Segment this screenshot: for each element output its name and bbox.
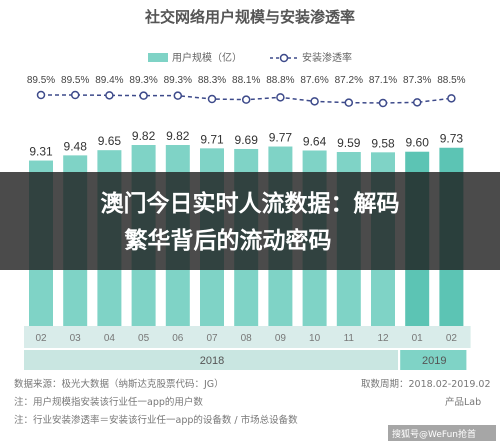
footnote-source: 数据来源：极光大数据（纳斯达克股票代码：JG） (14, 378, 224, 390)
month-tick-label: 01 (412, 333, 424, 344)
bar-value-label: 9.64 (303, 134, 327, 148)
bar-value-label: 9.65 (98, 134, 122, 148)
bar-value-label: 9.58 (371, 136, 395, 150)
rate-point (36, 90, 46, 100)
month-tick-label: 02 (35, 333, 47, 344)
month-tick-label: 06 (172, 333, 184, 344)
headline-line-2: 繁华背后的流动密码 (125, 227, 332, 254)
bar-value-label: 9.73 (440, 132, 464, 146)
x-axis: 02 03 04 05 06 07 08 09 10 11 12 01 02 2018 2019 (24, 326, 471, 370)
month-tick-label: 12 (377, 333, 389, 344)
rate-series: 89.5% 89.5% 89.4% 89.3% 89.3% 88.3% 88.1% 88.8%… (27, 75, 466, 108)
month-tick-label: 11 (344, 333, 355, 344)
rate-value-label: 87.1% (369, 75, 397, 86)
bar-value-label: 9.69 (235, 133, 259, 147)
rate-point (241, 95, 251, 104)
rate-point (447, 94, 456, 103)
rate-value-label: 87.3% (403, 75, 431, 86)
bar-value-label: 9.77 (269, 131, 293, 145)
bar-value-label: 9.71 (200, 132, 224, 146)
rate-point (105, 91, 114, 100)
headline-banner (0, 172, 500, 270)
footnote-note-2: 注：行业安装渗透率＝安装该行业任一app的设备数 / 市场总设备数 (14, 414, 298, 426)
month-tick-label: 07 (206, 333, 218, 344)
year-band (400, 350, 467, 370)
month-axis-band (24, 326, 471, 348)
bar-value-label: 9.59 (337, 136, 361, 150)
rate-point (310, 97, 319, 106)
year-label: 2019 (422, 355, 446, 367)
rate-value-label: 88.3% (198, 75, 226, 86)
chart-title: 社交网络用户规模与安装渗透率 (144, 8, 355, 26)
legend-line-label: 安装渗透率 (302, 51, 352, 64)
watermark-bg (388, 425, 496, 441)
legend-bar-swatch (148, 53, 168, 62)
rate-point (378, 98, 388, 108)
rate-value-label: 89.3% (164, 75, 192, 86)
watermark: 搜狐号@WeFun抢首 (392, 428, 476, 440)
rate-value-label: 88.1% (232, 75, 260, 86)
rate-value-label: 89.3% (129, 75, 157, 86)
month-tick-label: 09 (275, 333, 287, 344)
rate-point (276, 93, 285, 102)
rate-value-label: 87.6% (300, 75, 328, 86)
footnote-period: 取数周期：2018.02-2019.02 (361, 378, 491, 390)
rate-point (207, 94, 217, 104)
month-tick-label: 04 (104, 333, 116, 344)
bar-value-label: 9.82 (132, 129, 156, 143)
bar-value-label: 9.48 (64, 139, 88, 153)
rate-value-label: 89.4% (95, 75, 123, 86)
month-tick-label: 02 (446, 333, 458, 344)
rate-value-label: 87.2% (335, 75, 363, 86)
rate-point (344, 98, 354, 107)
footnote-note-1: 注：用户规模指安装该行业任一app的用户数 (14, 396, 203, 408)
rate-point (173, 91, 183, 100)
month-tick-label: 05 (138, 333, 150, 344)
month-tick-label: 08 (241, 333, 253, 344)
legend-line-marker (279, 53, 289, 63)
bar-value-label: 9.82 (166, 129, 190, 143)
rate-value-label: 89.5% (27, 75, 55, 86)
rate-point (139, 91, 148, 100)
legend-bar-label: 用户规模（亿） (172, 51, 242, 64)
year-band (24, 350, 398, 370)
rate-point (412, 98, 422, 107)
bar-value-label: 9.60 (406, 136, 430, 150)
rate-value-label: 89.5% (61, 75, 89, 86)
rate-value-label: 88.5% (437, 75, 465, 86)
month-tick-label: 10 (309, 333, 321, 344)
month-tick-label: 03 (70, 333, 82, 344)
headline-line-1: 澳门今日实时人流数据：解码 (101, 190, 400, 217)
rate-point (70, 90, 80, 100)
bar-value-label: 9.31 (29, 145, 53, 159)
rate-value-label: 88.8% (266, 75, 294, 86)
year-label: 2018 (200, 355, 224, 367)
brand-label: 产品Lab (445, 396, 481, 408)
